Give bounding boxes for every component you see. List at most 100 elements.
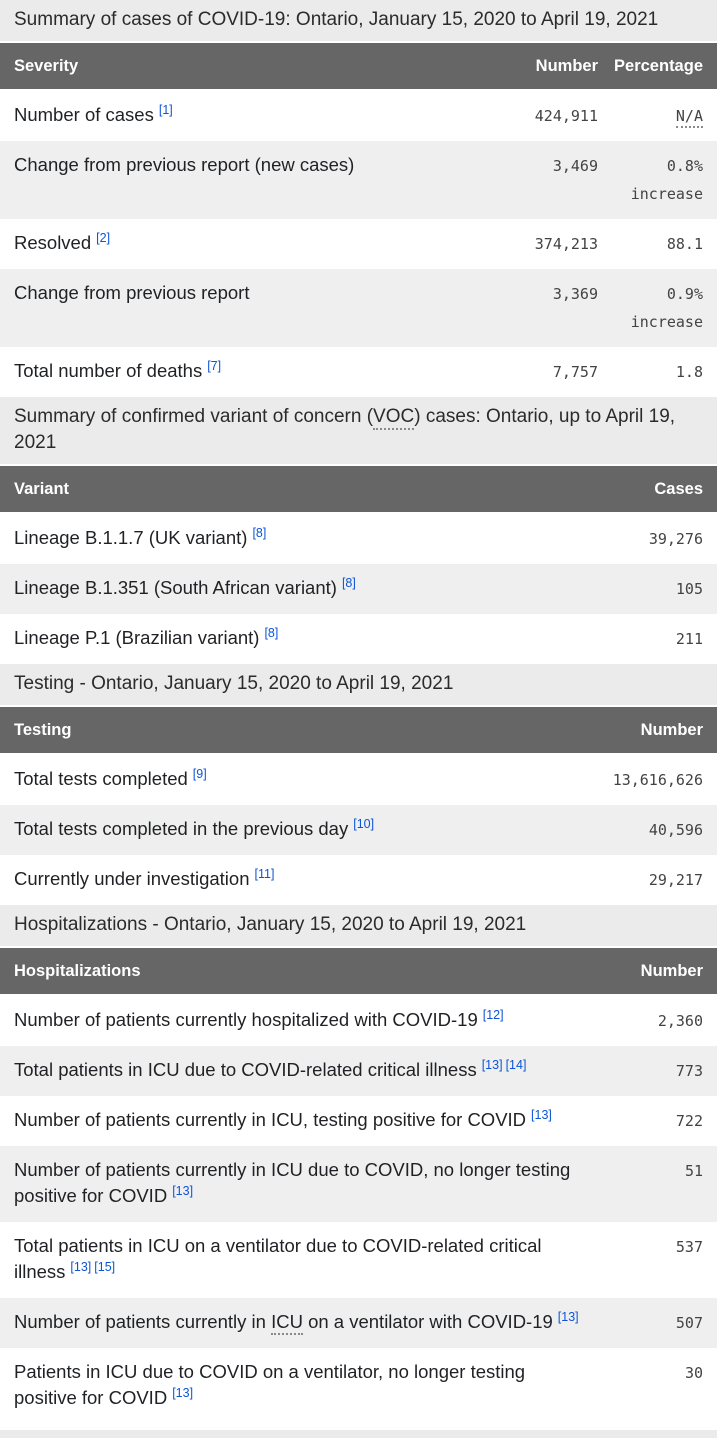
table-row: Total tests completed in the previous da… — [0, 805, 717, 855]
reference-link[interactable]: [13] — [172, 1184, 194, 1198]
row-label: Total tests completed in the previous da… — [14, 816, 593, 844]
column-header: Number — [640, 962, 703, 980]
text-fragment: Summary of cases of COVID-19: Ontario, J… — [14, 9, 659, 30]
text-fragment: Patients in ICU due to COVID on a ventil… — [14, 1361, 526, 1408]
text-fragment: Testing - Ontario, January 15, 2020 to A… — [14, 673, 454, 694]
row-percentage-value: 0.9% increase — [598, 280, 703, 336]
row-number-value: 105 — [675, 580, 703, 598]
row-number-value: 211 — [675, 630, 703, 648]
row-number-value: 13,616,626 — [612, 771, 703, 789]
section-title: Hospitalizations - Ontario, January 15, … — [0, 905, 717, 946]
row-percentage-value: N/A — [598, 102, 703, 130]
row-number-value: 7,757 — [552, 363, 598, 381]
row-label: Change from previous report (new cases) — [14, 152, 478, 178]
text-fragment: Number of patients currently in — [14, 1311, 272, 1332]
row-label: Resolved [2] — [14, 230, 478, 258]
column-header: Number — [640, 721, 703, 739]
column-header: Testing — [14, 721, 72, 739]
text-fragment: Summary of confirmed variant of concern … — [14, 406, 374, 427]
covid-section: Summary of cases of COVID-19: Ontario, J… — [0, 0, 717, 397]
text-fragment: on a ventilator with COVID-19 — [302, 1311, 553, 1332]
row-number-value: 29,217 — [648, 871, 703, 889]
table-row: Lineage B.1.1.7 (UK variant) [8] 39,276 — [0, 514, 717, 564]
row-percentage-value: 88.1 — [598, 230, 703, 258]
reference-link[interactable]: [14] — [505, 1058, 527, 1072]
row-label: Currently under investigation [11] — [14, 866, 593, 894]
column-header: Hospitalizations — [14, 962, 141, 980]
table-row: Number of cases [1] 424,911 N/A — [0, 91, 717, 141]
reference-link[interactable]: [8] — [264, 626, 279, 640]
covid-section: Hospitalizations - Ontario, January 15, … — [0, 905, 717, 1424]
text-fragment: ) cases: Ontario, up to April 19, 2021 — [14, 406, 676, 453]
reference-link[interactable]: [12] — [482, 1008, 504, 1022]
row-number-value: 3,469 — [552, 157, 598, 175]
percentage-line2: increase — [630, 185, 703, 203]
row-number-value: 537 — [675, 1238, 703, 1256]
reference-link[interactable]: [7] — [207, 359, 222, 373]
text-fragment: Change from previous report — [14, 282, 250, 303]
reference-link[interactable]: [15] — [94, 1260, 116, 1274]
percentage-line1: 0.8% — [666, 157, 703, 175]
table-row: Lineage B.1.351 (South African variant) [… — [0, 564, 717, 614]
table-row: Total tests completed [9] 13,616,626 — [0, 755, 717, 805]
row-number-value: 773 — [675, 1062, 703, 1080]
row-label: Number of cases [1] — [14, 102, 478, 130]
table-row: Number of patients currently in ICU on a… — [0, 1298, 717, 1348]
reference-link[interactable]: [13] — [481, 1058, 503, 1072]
abbreviation: VOC — [373, 406, 415, 430]
text-fragment: Number of patients currently in ICU, tes… — [14, 1109, 527, 1130]
text-fragment: Lineage P.1 (Brazilian variant) — [14, 627, 260, 648]
reference-link[interactable]: [8] — [341, 576, 356, 590]
row-number-value: 51 — [684, 1162, 703, 1180]
row-label: Lineage P.1 (Brazilian variant) [8] — [14, 625, 593, 653]
column-header: Number — [535, 57, 598, 75]
reference-link[interactable]: [13] — [70, 1260, 92, 1274]
text-fragment: Currently under investigation — [14, 868, 250, 889]
reference-link[interactable]: [13] — [557, 1310, 579, 1324]
table-row: Number of patients currently in ICU, tes… — [0, 1096, 717, 1146]
text-fragment: Number of patients currently in ICU due … — [14, 1159, 571, 1206]
row-number-value: 722 — [675, 1112, 703, 1130]
table-row: Patients in ICU due to COVID on a ventil… — [0, 1348, 717, 1424]
text-fragment: Total number of deaths — [14, 360, 203, 381]
table-header-row: Testing Number — [0, 707, 717, 753]
text-fragment: Total patients in ICU on a ventilator du… — [14, 1235, 542, 1282]
row-label: Change from previous report — [14, 280, 478, 306]
row-label: Total patients in ICU on a ventilator du… — [14, 1233, 593, 1287]
reference-link[interactable]: [8] — [252, 526, 267, 540]
table-row: Currently under investigation [11] 29,217 — [0, 855, 717, 905]
table-row: Change from previous report (new cases) 3… — [0, 141, 717, 219]
column-header: Severity — [14, 57, 79, 75]
row-label: Patients in ICU due to COVID on a ventil… — [14, 1359, 593, 1413]
reference-link[interactable]: [13] — [531, 1108, 552, 1122]
text-fragment: Total patients in ICU due to COVID-relat… — [14, 1059, 477, 1080]
row-label: Number of patients currently in ICU due … — [14, 1157, 593, 1211]
row-number-value: 424,911 — [534, 107, 598, 125]
reference-link[interactable]: [1] — [158, 103, 173, 117]
covid-section: Testing - Ontario, January 15, 2020 to A… — [0, 664, 717, 905]
percentage-line1: 88.1 — [666, 235, 703, 253]
table-row: Change from previous report 3,369 0.9% incr… — [0, 269, 717, 347]
table-row: Total patients in ICU due to COVID-relat… — [0, 1046, 717, 1096]
section-title: Testing - Ontario, January 15, 2020 to A… — [0, 664, 717, 705]
text-fragment: Number of patients currently hospitalize… — [14, 1009, 478, 1030]
abbreviation: ICU — [271, 1311, 303, 1335]
column-header: Variant — [14, 480, 70, 498]
percentage-line2: increase — [630, 313, 703, 331]
table-header-row: Variant Cases — [0, 466, 717, 512]
text-fragment: Change from previous report (new cases) — [14, 154, 355, 175]
next-section-bar-partial — [0, 1430, 717, 1438]
reference-link[interactable]: [2] — [96, 231, 111, 245]
table-row: Resolved [2] 374,213 88.1 — [0, 219, 717, 269]
reference-link[interactable]: [13] — [172, 1386, 194, 1400]
reference-link[interactable]: [10] — [353, 817, 375, 831]
percentage-line1: N/A — [598, 103, 703, 130]
reference-link[interactable]: [9] — [192, 767, 207, 781]
reference-link[interactable]: [11] — [254, 867, 275, 881]
row-label: Lineage B.1.1.7 (UK variant) [8] — [14, 525, 593, 553]
column-header: Percentage — [614, 57, 703, 75]
row-label: Number of patients currently hospitalize… — [14, 1007, 593, 1035]
table-row: Number of patients currently in ICU due … — [0, 1146, 717, 1222]
row-number-value: 507 — [675, 1314, 703, 1332]
